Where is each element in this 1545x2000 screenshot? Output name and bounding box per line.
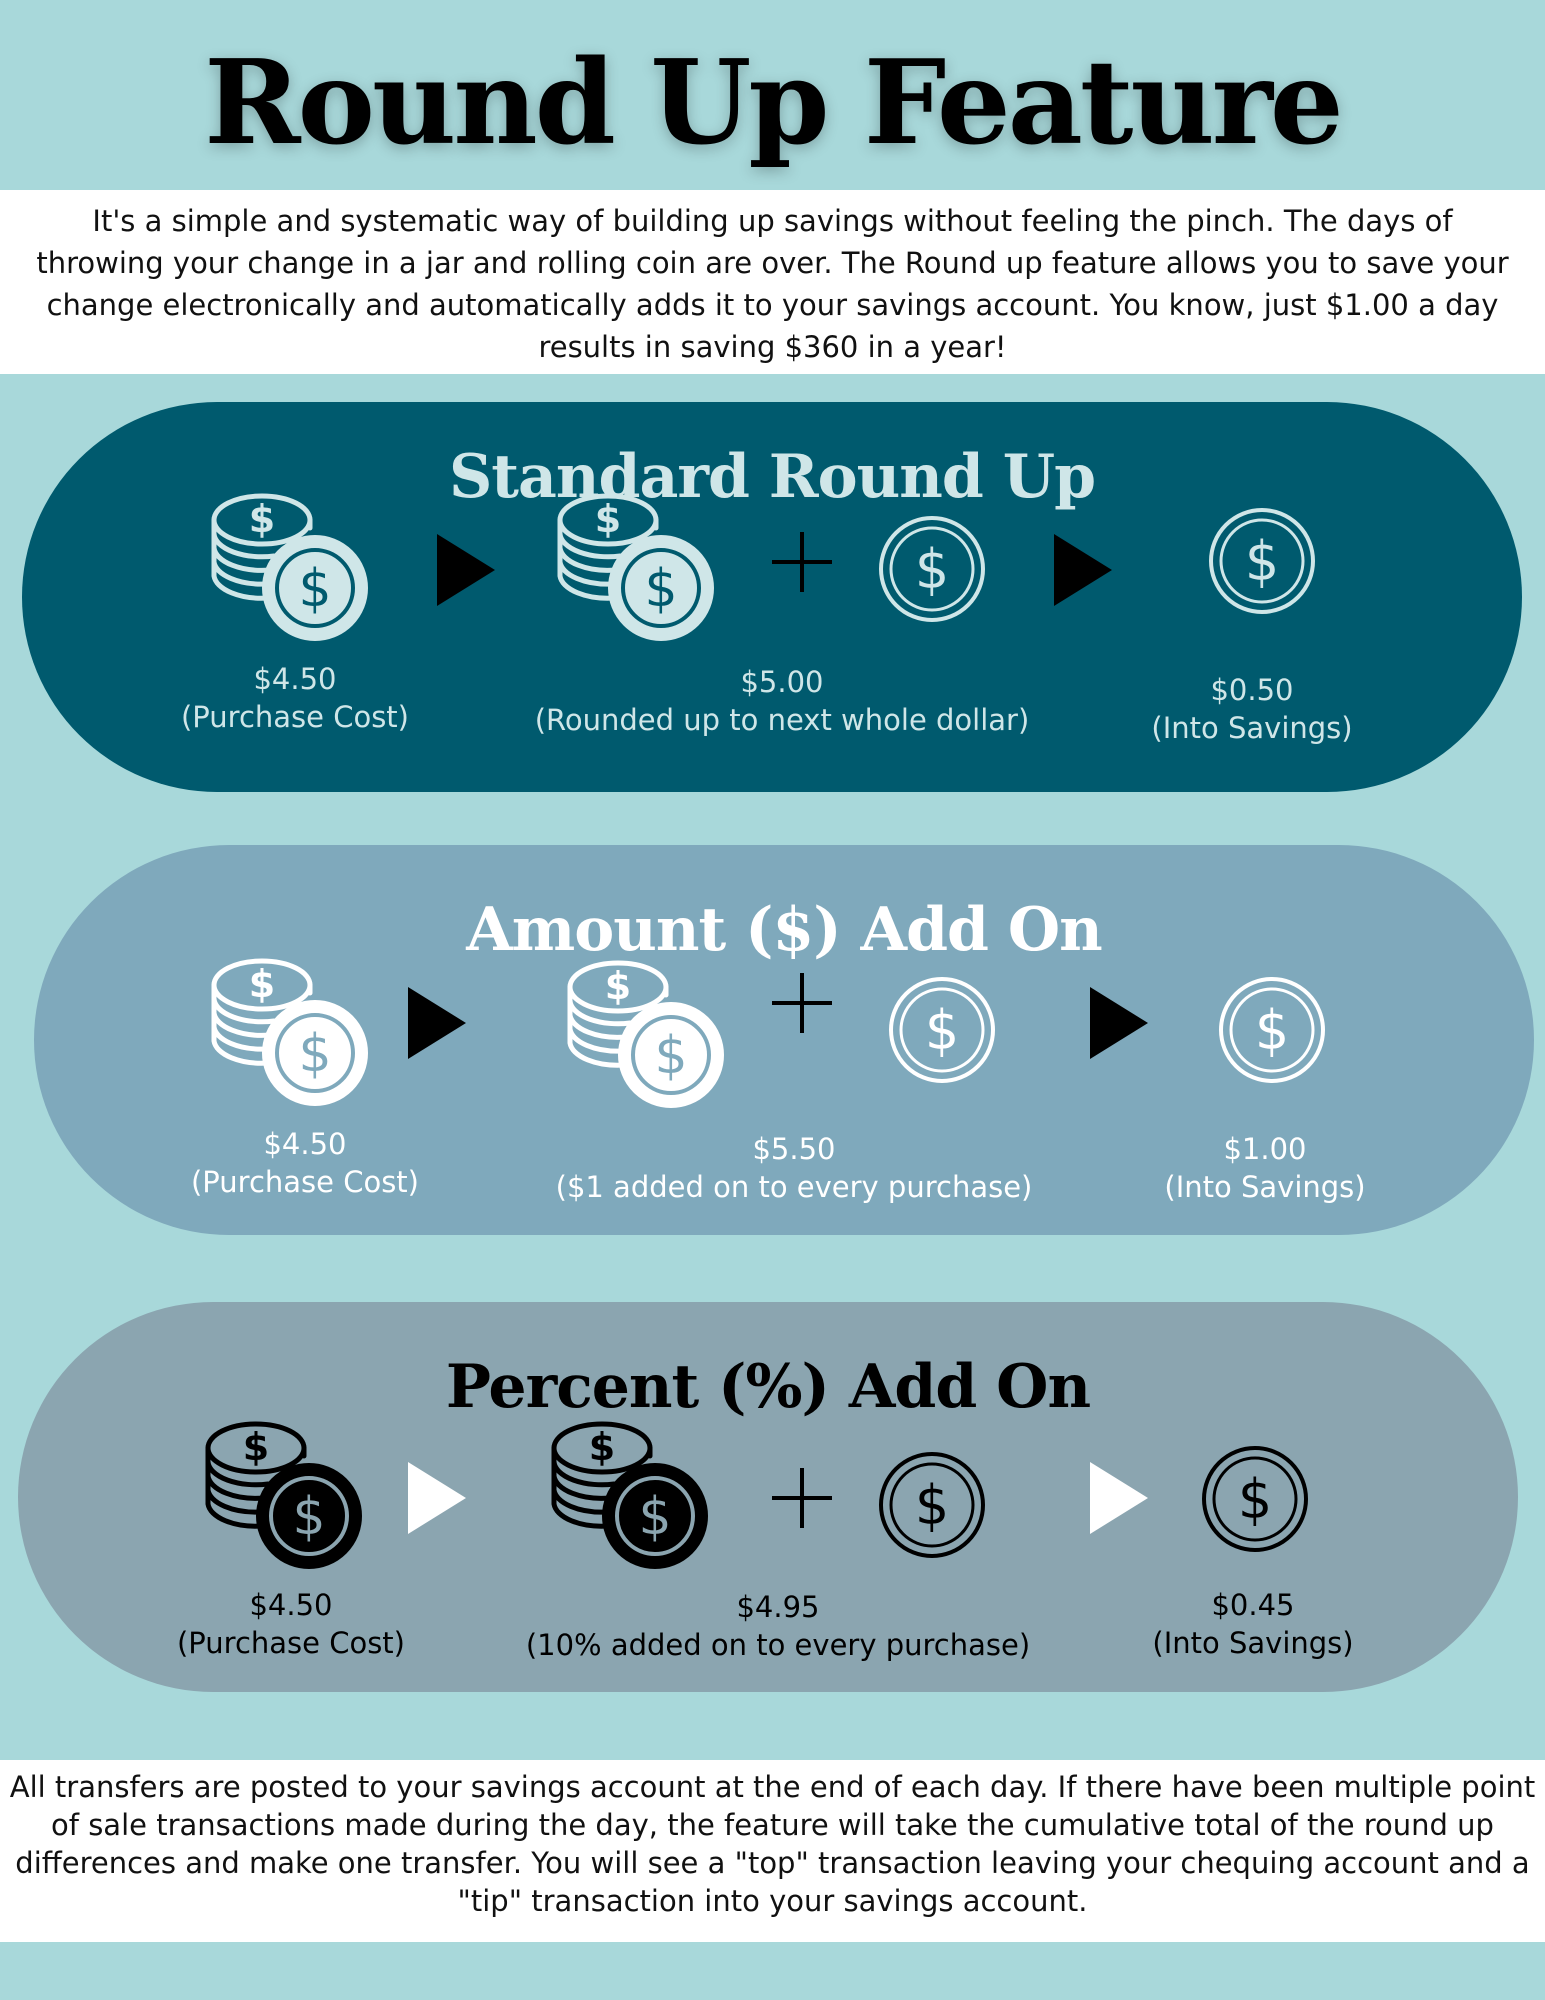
savings-label: (Into Savings) [1152,1626,1354,1660]
savings-caption: $0.45 (Into Savings) [1128,1586,1378,1662]
purchase-caption: $4.50 (Purchase Cost) [160,1125,450,1201]
total-amount: $5.50 [752,1132,836,1166]
footer-text: All transfers are posted to your savings… [0,1760,1545,1942]
section-title: Amount ($) Add On [466,895,1103,965]
section-amount-add-on: Amount ($) Add On $4.50 (Purchase Cost) … [34,845,1534,1235]
play-arrow-icon [408,987,466,1059]
coin-stack-icon [566,959,726,1109]
total-caption: $5.50 ($1 added on to every purchase) [504,1130,1084,1206]
plus-icon [772,532,832,592]
section-standard-round-up: Standard Round Up $4.50 (Purchase Cost) … [22,402,1522,792]
play-arrow-icon [437,534,495,606]
intro-text: It's a simple and systematic way of buil… [0,190,1545,374]
savings-amount: $1.00 [1223,1132,1307,1166]
play-arrow-icon [1090,987,1148,1059]
savings-label: (Into Savings) [1164,1170,1366,1204]
purchase-caption: $4.50 (Purchase Cost) [150,660,440,736]
coin-stack-icon [556,492,716,642]
purchase-amount: $4.50 [253,662,337,696]
total-amount: $4.95 [736,1590,820,1624]
savings-caption: $0.50 (Into Savings) [1127,671,1377,747]
play-arrow-icon [1090,1462,1148,1534]
total-label: (10% added on to every purchase) [525,1628,1031,1662]
purchase-label: (Purchase Cost) [190,1165,419,1199]
plus-icon [772,973,832,1033]
section-percent-add-on: Percent (%) Add On $4.50 (Purchase Cost)… [18,1302,1518,1692]
purchase-caption: $4.50 (Purchase Cost) [146,1586,436,1662]
dollar-coin-icon [877,1450,987,1560]
total-label: ($1 added on to every purchase) [555,1170,1033,1204]
play-arrow-icon [1054,534,1112,606]
purchase-label: (Purchase Cost) [176,1626,405,1660]
total-caption: $5.00 (Rounded up to next whole dollar) [492,663,1072,739]
dollar-coin-icon [877,514,987,624]
plus-icon [772,1468,832,1528]
page-title: Round Up Feature [204,35,1343,171]
savings-label: (Into Savings) [1151,711,1353,745]
dollar-coin-icon [1217,975,1327,1085]
total-label: (Rounded up to next whole dollar) [534,703,1030,737]
purchase-amount: $4.50 [249,1588,333,1622]
section-title: Standard Round Up [448,442,1096,512]
play-arrow-icon [408,1462,466,1534]
total-caption: $4.95 (10% added on to every purchase) [488,1588,1068,1664]
purchase-label: (Purchase Cost) [180,700,409,734]
total-amount: $5.00 [740,665,824,699]
savings-amount: $0.45 [1211,1588,1295,1622]
savings-caption: $1.00 (Into Savings) [1140,1130,1390,1206]
purchase-amount: $4.50 [263,1127,347,1161]
savings-amount: $0.50 [1210,673,1294,707]
coin-stack-icon [204,1420,364,1570]
dollar-coin-icon [1200,1444,1310,1554]
coin-stack-icon [210,957,370,1107]
section-title: Percent (%) Add On [445,1352,1091,1422]
coin-stack-icon [210,492,370,642]
dollar-coin-icon [887,975,997,1085]
coin-stack-icon [550,1420,710,1570]
dollar-coin-icon [1207,506,1317,616]
